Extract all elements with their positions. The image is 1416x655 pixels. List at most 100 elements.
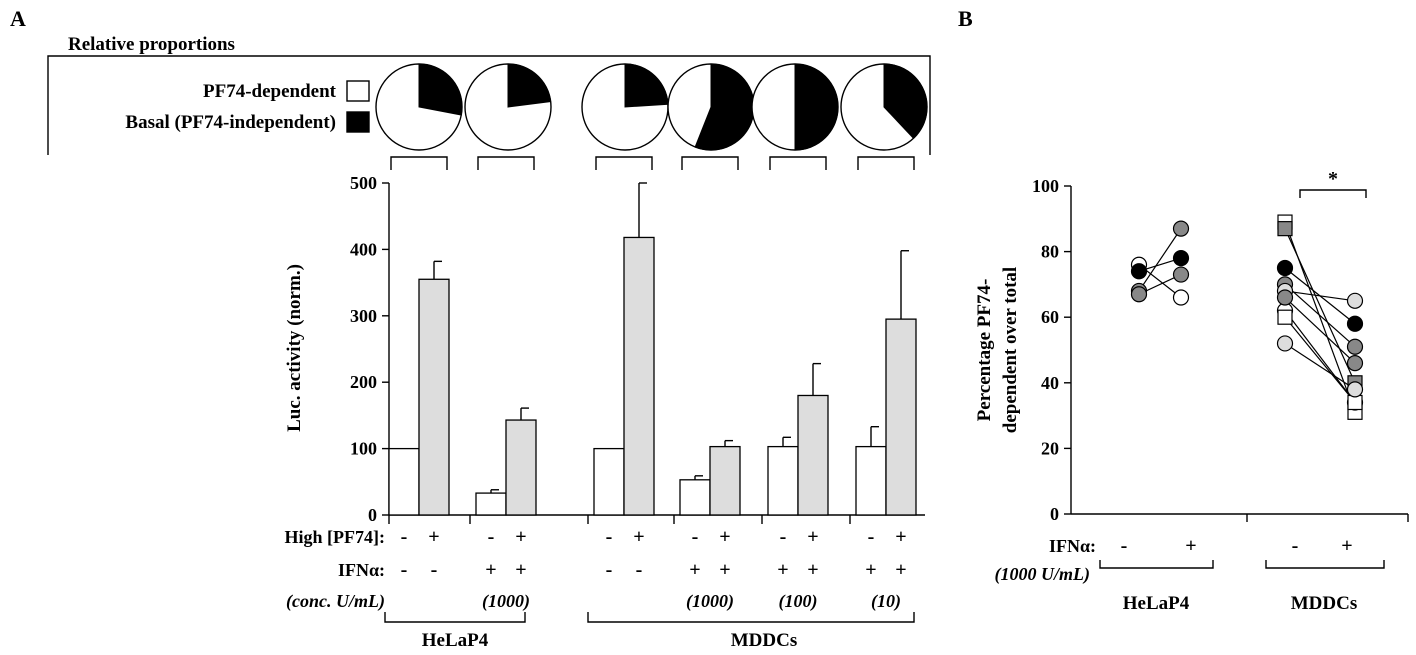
ifn-sign: + [689,559,700,581]
data-point-circle [1346,338,1364,355]
panel-b-x-category: + [1185,535,1196,557]
panel-a-y-tick-label: 300 [350,306,377,326]
panel-b-letter: B [958,6,973,31]
pie-5-black-slice [794,63,839,151]
ifn-sign: + [807,559,818,581]
panel-b-y-tick-label: 80 [1041,242,1059,262]
bar-helap4-plus-pf74 [505,419,537,516]
panel-b-group-label-helap4: HeLaP4 [1123,593,1190,614]
panel-a-y-tick-label: 0 [368,505,377,525]
panel-a-y-tick-label: 500 [350,173,377,193]
data-point-circle [1276,335,1294,352]
paired-line [1138,228,1182,292]
pie-6-black-slice [883,63,928,140]
pf74-sign: + [807,526,818,548]
panel-a-bracket-mddcs [587,612,915,623]
panel-b-row-label-conc: (1000 U/mL) [995,564,1090,585]
panel-b-y-tick-label: 100 [1032,176,1059,196]
legend-swatch-white [346,80,370,102]
bar-helap4-minus-pf74 [388,447,420,516]
pf74-sign: + [633,526,644,548]
data-point-circle [1172,220,1190,237]
data-point-circle [1130,286,1148,303]
paired-line [1284,316,1356,403]
ifn-sign: + [777,559,788,581]
conc-label: (100) [779,591,818,612]
pf74-sign: - [606,526,613,548]
panel-b-y-axis-label-line1: Percentage PF74- [974,279,995,422]
data-point-circle [1172,250,1190,267]
panel-b-scatter-chart: Percentage PF74- dependent over total IF… [974,168,1409,614]
ifn-sign: - [401,559,408,581]
ifn-sign: + [515,559,526,581]
ifn-sign: - [431,559,438,581]
panel-b-row-label-ifn: IFNα: [1049,536,1096,556]
bar-helap4-minus-pf74 [475,492,507,516]
bar-mddcs-plus-pf74 [797,394,829,516]
panel-b-y-tick-label: 0 [1050,504,1059,524]
panel-b-y-tick-label: 60 [1041,307,1059,327]
pf74-sign: - [692,526,699,548]
pie-bracket [477,156,535,170]
legend-label-basal: Basal (PF74-independent) [125,112,336,133]
pie-2-black-slice [507,63,552,108]
panel-b-y-tick-label: 40 [1041,373,1059,393]
row-label-ifn: IFNα: [338,560,385,580]
pf74-sign: + [719,526,730,548]
paired-line [1284,310,1356,403]
pf74-sign: - [868,526,875,548]
pie-bracket [595,156,653,170]
panel-a-bar-chart: Luc. activity (norm.) High [PF74]: IFNα:… [284,156,925,651]
data-point-square [1277,221,1293,237]
pf74-sign: - [401,526,408,548]
paired-line [1284,342,1356,390]
paired-line [1284,283,1356,348]
data-point-circle [1276,259,1294,277]
data-point-circle [1172,266,1190,283]
data-point-square [1277,309,1293,325]
ifn-sign: + [719,559,730,581]
row-label-high-pf74: High [PF74]: [285,527,386,547]
row-label-conc: (conc. U/mL) [286,591,385,612]
significance-star: * [1328,168,1338,190]
bar-mddcs-minus-pf74 [767,445,799,516]
legend-swatch-black [346,111,370,133]
pf74-sign: + [515,526,526,548]
pf74-sign: + [428,526,439,548]
ifn-sign: - [636,559,643,581]
bar-mddcs-minus-pf74 [593,447,625,516]
panel-b-bracket-helap4 [1099,560,1214,569]
ifn-sign: + [485,559,496,581]
panel-a-group-label-helap4: HeLaP4 [422,630,489,651]
data-point-circle [1346,292,1364,309]
panel-b-x-category: - [1121,535,1128,557]
pf74-sign: + [895,526,906,548]
conc-label: (1000) [482,591,530,612]
ifn-sign: + [865,559,876,581]
panel-b-bracket-mddcs [1265,560,1385,569]
pie-1-black-slice [418,63,463,116]
pie-bracket [769,156,827,170]
paired-line [1284,228,1356,384]
paired-line [1284,290,1356,302]
data-point-circle [1346,355,1364,372]
panel-a-y-tick-label: 200 [350,372,377,392]
significance-bracket [1299,189,1367,198]
bar-helap4-plus-pf74 [418,278,450,516]
pie-bracket [390,156,448,170]
ifn-sign: - [606,559,613,581]
panel-b-group-label-mddcs: MDDCs [1291,593,1358,614]
data-point-circle [1276,289,1294,306]
pie-box-title: Relative proportions [68,34,235,55]
pf74-sign: - [780,526,787,548]
data-point-circle [1346,381,1364,398]
bar-mddcs-minus-pf74 [679,479,711,516]
panel-b-x-category: + [1341,535,1352,557]
panel-b-x-category: - [1292,535,1299,557]
ifn-sign: + [895,559,906,581]
panel-a-letter: A [10,6,26,31]
panel-b-y-tick-label: 20 [1041,438,1059,458]
panel-a-y-tick-label: 100 [350,439,377,459]
panel-a-bracket-helap4 [384,612,526,623]
conc-label: (1000) [686,591,734,612]
